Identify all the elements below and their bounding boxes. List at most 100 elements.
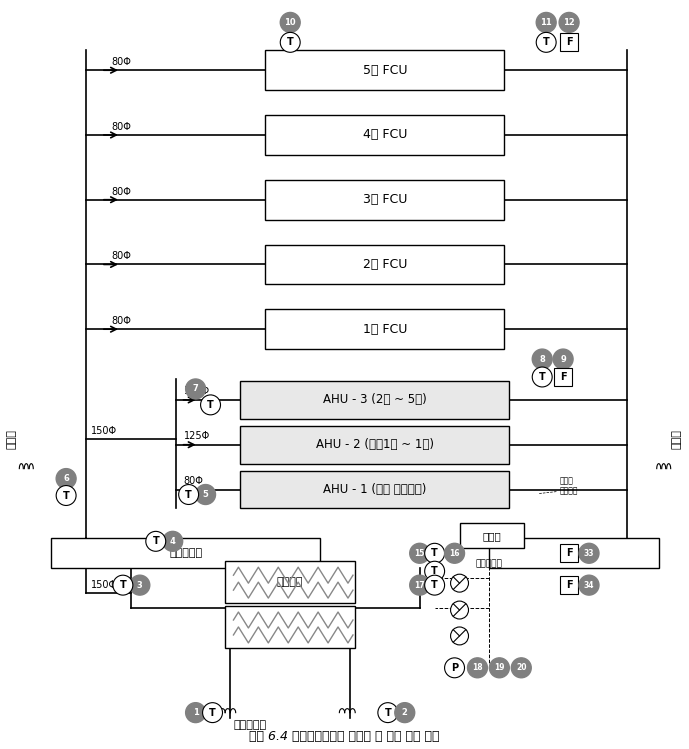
Text: 15: 15: [415, 549, 425, 558]
Circle shape: [113, 575, 133, 595]
Text: 열교환기: 열교환기: [277, 577, 303, 587]
Text: T: T: [185, 490, 192, 500]
Text: T: T: [119, 580, 126, 590]
Text: T: T: [543, 37, 550, 47]
Text: AHU - 2 (지하1층 ~ 1층): AHU - 2 (지하1층 ~ 1층): [316, 438, 434, 451]
Text: 4층 FCU: 4층 FCU: [362, 129, 407, 142]
Circle shape: [444, 658, 464, 678]
Circle shape: [56, 469, 76, 488]
Circle shape: [163, 531, 183, 551]
Circle shape: [410, 543, 430, 563]
Text: 80Φ: 80Φ: [111, 316, 131, 327]
Text: 150Φ: 150Φ: [184, 386, 209, 396]
Text: AHU - 1 (지하 다목적홀): AHU - 1 (지하 다목적홀): [323, 483, 426, 496]
Circle shape: [532, 367, 552, 387]
FancyBboxPatch shape: [460, 524, 524, 548]
FancyBboxPatch shape: [554, 368, 572, 386]
FancyBboxPatch shape: [265, 244, 504, 285]
Circle shape: [451, 627, 469, 645]
FancyBboxPatch shape: [240, 470, 509, 509]
FancyBboxPatch shape: [51, 539, 320, 568]
Text: 150Φ: 150Φ: [91, 425, 117, 436]
Text: T: T: [287, 37, 294, 47]
Circle shape: [200, 395, 220, 415]
Circle shape: [559, 13, 579, 32]
Circle shape: [532, 349, 552, 369]
Text: 11: 11: [540, 18, 552, 27]
FancyBboxPatch shape: [265, 309, 504, 349]
Circle shape: [424, 543, 444, 563]
Text: 제어기: 제어기: [482, 531, 502, 541]
Circle shape: [196, 485, 216, 505]
Circle shape: [579, 543, 599, 563]
Text: 6: 6: [63, 474, 69, 483]
Circle shape: [553, 349, 573, 369]
Circle shape: [410, 575, 430, 595]
Circle shape: [451, 574, 469, 592]
Text: 3층 FCU: 3층 FCU: [362, 193, 407, 206]
Text: 17: 17: [414, 580, 425, 589]
Text: T: T: [207, 400, 214, 410]
Text: 150Φ: 150Φ: [91, 580, 117, 590]
Text: 10: 10: [285, 18, 296, 27]
Text: T: T: [63, 491, 70, 500]
Text: 5층 FCU: 5층 FCU: [362, 64, 407, 76]
Text: T: T: [431, 548, 438, 558]
Circle shape: [185, 379, 205, 399]
Circle shape: [536, 32, 556, 52]
Circle shape: [203, 703, 223, 723]
Text: 34: 34: [584, 580, 594, 589]
Circle shape: [280, 32, 300, 52]
Circle shape: [424, 575, 444, 595]
Text: 16: 16: [449, 549, 460, 558]
FancyBboxPatch shape: [489, 539, 659, 568]
Circle shape: [378, 703, 398, 723]
Text: 1: 1: [193, 708, 198, 717]
FancyBboxPatch shape: [265, 50, 504, 90]
Text: 20: 20: [516, 664, 526, 673]
Circle shape: [444, 543, 464, 563]
Text: T: T: [384, 708, 391, 718]
Text: 19: 19: [494, 664, 504, 673]
FancyBboxPatch shape: [560, 576, 578, 594]
Circle shape: [56, 485, 76, 506]
Text: 7: 7: [193, 384, 198, 393]
Text: 12: 12: [563, 18, 575, 27]
Circle shape: [511, 658, 531, 678]
Circle shape: [178, 485, 198, 505]
FancyBboxPatch shape: [240, 425, 509, 464]
Text: 5: 5: [203, 490, 209, 499]
Circle shape: [146, 531, 166, 551]
Text: F: F: [566, 37, 573, 47]
Circle shape: [489, 658, 509, 678]
Text: 80Φ: 80Φ: [184, 476, 203, 485]
Text: 인버터펌프: 인버터펌프: [476, 560, 503, 568]
Text: T: T: [539, 372, 546, 382]
Text: 2: 2: [402, 708, 408, 717]
Circle shape: [536, 13, 556, 32]
FancyBboxPatch shape: [265, 180, 504, 219]
Text: 3: 3: [137, 580, 143, 589]
Circle shape: [468, 658, 487, 678]
Text: F: F: [566, 548, 573, 558]
Text: 80Φ: 80Φ: [111, 57, 131, 67]
Text: 80Φ: 80Φ: [111, 122, 131, 132]
Text: 1층 FCU: 1층 FCU: [362, 323, 407, 336]
FancyBboxPatch shape: [240, 381, 509, 419]
Text: 125Φ: 125Φ: [184, 431, 210, 440]
Text: 실험동: 실험동: [6, 428, 17, 449]
Text: 18: 18: [472, 664, 483, 673]
Text: 실험동: 실험동: [672, 428, 681, 449]
Text: 80Φ: 80Φ: [111, 187, 131, 197]
Circle shape: [130, 575, 150, 595]
Circle shape: [424, 561, 444, 581]
FancyBboxPatch shape: [265, 115, 504, 155]
Text: T: T: [431, 580, 438, 590]
Circle shape: [280, 13, 300, 32]
FancyBboxPatch shape: [560, 545, 578, 562]
Text: 중온수연결: 중온수연결: [234, 720, 267, 730]
FancyBboxPatch shape: [560, 34, 578, 52]
Text: 4: 4: [169, 537, 176, 546]
Text: 80Φ: 80Φ: [111, 252, 131, 261]
Circle shape: [451, 601, 469, 619]
